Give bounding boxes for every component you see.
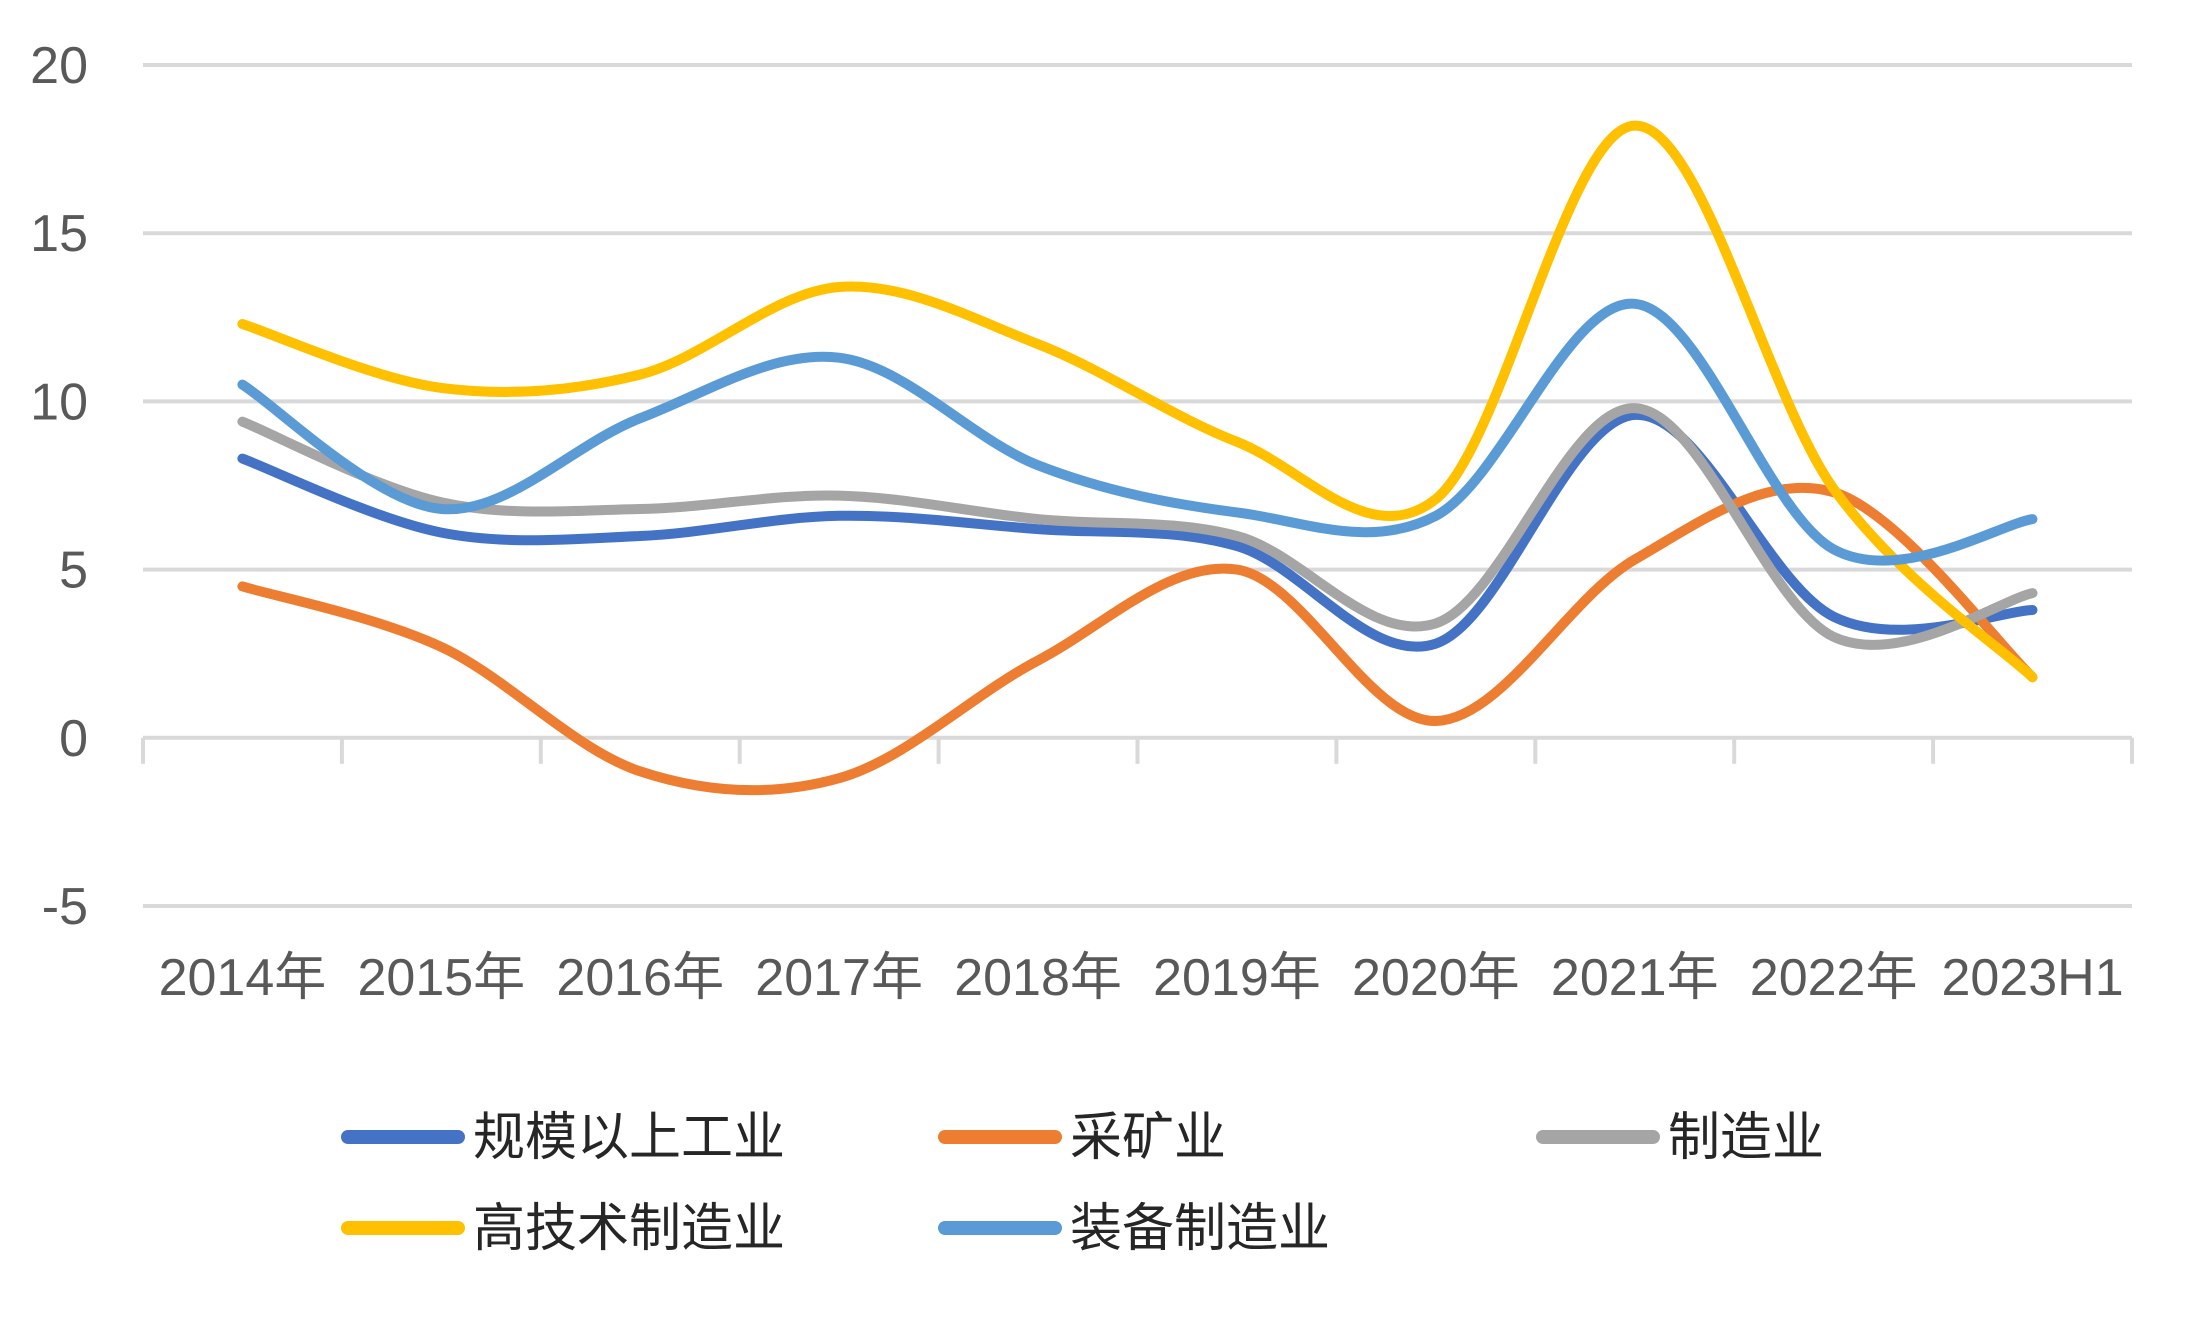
series-line-3 xyxy=(237,120,2038,683)
x-tick-label: 2023H1 xyxy=(1941,949,2123,1007)
series-lines xyxy=(237,120,2038,796)
x-tick-label: 2019年 xyxy=(1153,949,1321,1007)
y-tick-label: 15 xyxy=(30,205,88,263)
y-tick-label: -5 xyxy=(42,878,88,936)
x-axis xyxy=(141,735,2134,764)
legend-label: 装备制造业 xyxy=(1070,1200,1330,1258)
x-tick-label: 2016年 xyxy=(556,949,724,1007)
gridlines xyxy=(143,63,2132,908)
x-axis-tick-labels: 2014年 2015年 2016年 2017年 2018年 2019年 2020年 2021年… xyxy=(159,949,2124,1007)
series-line-4 xyxy=(237,298,2038,566)
y-tick-label: 0 xyxy=(59,710,88,768)
y-tick-label: 20 xyxy=(30,37,88,95)
x-tick-label: 2015年 xyxy=(358,949,526,1007)
legend-label: 制造业 xyxy=(1668,1109,1824,1167)
x-tick-label: 2020年 xyxy=(1352,949,1520,1007)
legend-label: 采矿业 xyxy=(1070,1109,1226,1167)
legend-label: 规模以上工业 xyxy=(473,1109,785,1167)
x-tick-label: 2014年 xyxy=(159,949,327,1007)
x-tick-label: 2022年 xyxy=(1750,949,1918,1007)
y-tick-label: 5 xyxy=(59,542,88,600)
series-line-1 xyxy=(237,482,2038,796)
y-axis-tick-labels: -5 0 5 10 15 20 xyxy=(30,37,88,936)
series-line-2 xyxy=(237,403,2038,650)
x-tick-label: 2017年 xyxy=(755,949,923,1007)
y-tick-label: 10 xyxy=(30,373,88,431)
x-tick-label: 2018年 xyxy=(954,949,1122,1007)
x-tick-label: 2021年 xyxy=(1551,949,1719,1007)
legend-label: 高技术制造业 xyxy=(473,1200,785,1258)
